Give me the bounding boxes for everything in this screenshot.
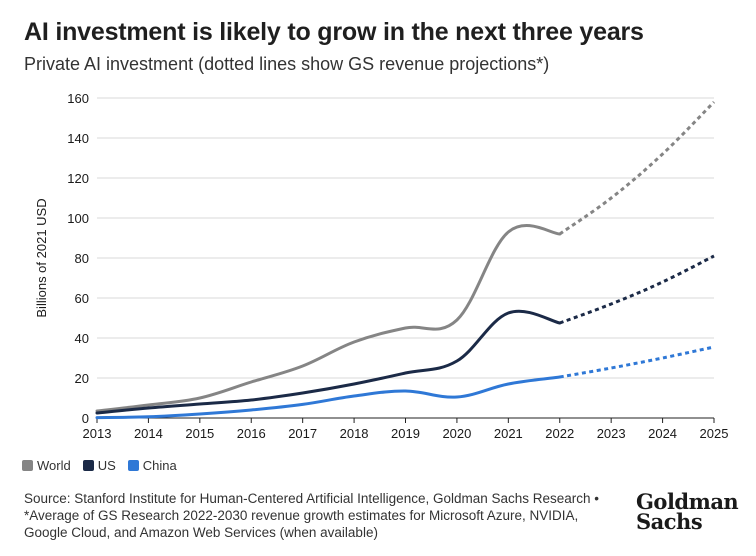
y-tick-label-160: 160 xyxy=(67,91,89,106)
chart-title: AI investment is likely to grow in the n… xyxy=(24,18,644,46)
legend-label-china: China xyxy=(142,458,177,473)
x-tick-label-2025: 2025 xyxy=(700,426,729,441)
series-line-us-projected xyxy=(559,254,715,325)
y-tick-label-80: 80 xyxy=(75,251,89,266)
y-tick-label-60: 60 xyxy=(75,291,89,306)
legend-label-us: US xyxy=(97,458,116,473)
logo-line-1: Goldman xyxy=(636,489,739,514)
x-tick-label-2023: 2023 xyxy=(597,426,626,441)
x-tick-label-2019: 2019 xyxy=(391,426,420,441)
x-tick-label-2020: 2020 xyxy=(442,426,471,441)
legend-item-china: China xyxy=(127,458,177,473)
legend-swatch-us xyxy=(82,460,94,471)
x-tick-label-2021: 2021 xyxy=(494,426,523,441)
y-tick-label-140: 140 xyxy=(67,131,89,146)
y-axis-label: Billions of 2021 USD xyxy=(34,198,49,317)
gridlines xyxy=(97,97,714,379)
legend: World US China xyxy=(22,458,189,473)
series-line-world-actual xyxy=(95,224,562,413)
y-tick-label-20: 20 xyxy=(75,371,89,386)
legend-swatch-china xyxy=(127,460,139,471)
y-tick-label-40: 40 xyxy=(75,331,89,346)
x-tick-label-2022: 2022 xyxy=(545,426,574,441)
chart-subtitle: Private AI investment (dotted lines show… xyxy=(24,54,550,74)
x-tick-label-2024: 2024 xyxy=(648,426,677,441)
x-tick-label-2014: 2014 xyxy=(134,426,163,441)
x-tick-label-2015: 2015 xyxy=(185,426,214,441)
y-tick-label-100: 100 xyxy=(67,211,89,226)
series-line-china-projected xyxy=(559,345,715,379)
x-tick-label-2018: 2018 xyxy=(340,426,369,441)
x-tick-label-2013: 2013 xyxy=(83,426,112,441)
legend-label-world: World xyxy=(37,458,71,473)
series-line-china-actual xyxy=(95,375,562,420)
series-line-us-actual xyxy=(95,309,562,415)
series-lines xyxy=(95,100,716,420)
legend-swatch-world xyxy=(22,460,33,471)
series-line-world-projected xyxy=(558,100,716,236)
x-tick-label-2016: 2016 xyxy=(237,426,266,441)
goldman-sachs-logo: Goldman Sachs xyxy=(636,489,739,534)
y-tick-label-120: 120 xyxy=(67,171,89,186)
source-note: Source: Stanford Institute for Human-Cen… xyxy=(24,491,600,540)
axes: 0 20 40 60 80 100 120 140 160 2013 2014 2015 2016 201… xyxy=(67,91,728,441)
y-tick-label-0: 0 xyxy=(82,411,89,426)
logo-line-2: Sachs xyxy=(636,509,703,534)
legend-item-us: US xyxy=(82,458,116,473)
legend-item-world: World xyxy=(22,458,71,473)
x-tick-label-2017: 2017 xyxy=(288,426,317,441)
line-chart: 0 20 40 60 80 100 120 140 160 2013 2014 2015 2016 201… xyxy=(34,91,728,441)
